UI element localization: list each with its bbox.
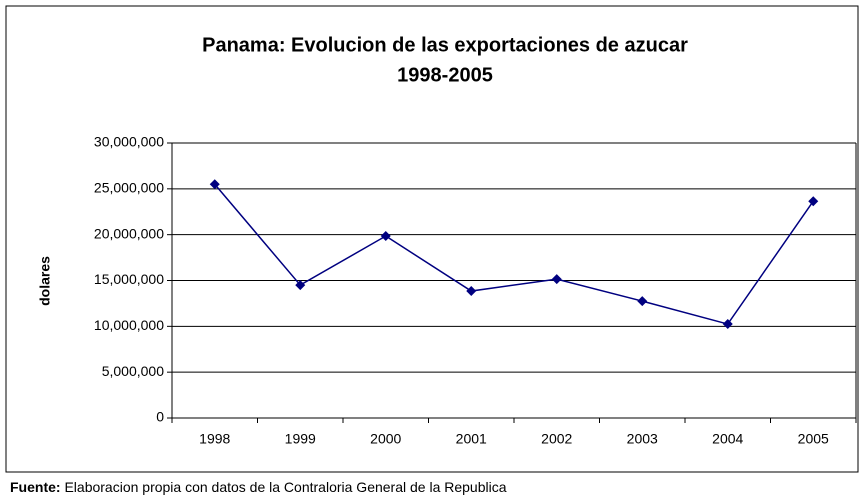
point-marker	[466, 286, 477, 297]
y-tick-label: 20,000,000	[94, 225, 164, 241]
chart-frame	[5, 5, 859, 473]
x-tick-label: 2000	[370, 431, 401, 447]
point-marker	[209, 179, 220, 190]
x-tick-label: 2003	[627, 431, 658, 447]
x-tick-label: 2002	[541, 431, 572, 447]
y-tick-label: 30,000,000	[94, 134, 164, 150]
x-tick-label: 2004	[712, 431, 743, 447]
point-marker	[380, 231, 391, 242]
x-tick-label: 2005	[798, 431, 829, 447]
y-tick-label: 25,000,000	[94, 180, 164, 196]
source: Fuente: Elaboracion propia con datos de …	[10, 479, 507, 495]
chart-title: Panama: Evolucion de las exportaciones d…	[202, 34, 688, 56]
x-tick-label: 2001	[456, 431, 487, 447]
point-marker	[295, 280, 306, 291]
y-tick-label: 0	[156, 409, 164, 425]
point-marker	[551, 274, 562, 285]
source-label: Fuente:	[10, 479, 61, 495]
point-marker	[637, 296, 648, 307]
point-marker	[722, 319, 733, 330]
y-tick-label: 10,000,000	[94, 317, 164, 333]
line-series	[214, 183, 814, 325]
y-tick-label: 5,000,000	[102, 363, 164, 379]
y-axis-label: dolares	[37, 256, 53, 306]
y-tick-label: 15,000,000	[94, 271, 164, 287]
point-marker	[808, 196, 819, 207]
x-tick-label: 1999	[285, 431, 316, 447]
source-text: Elaboracion propia con datos de la Contr…	[64, 479, 506, 495]
chart-subtitle: 1998-2005	[397, 64, 493, 86]
x-tick-label: 1998	[199, 431, 230, 447]
